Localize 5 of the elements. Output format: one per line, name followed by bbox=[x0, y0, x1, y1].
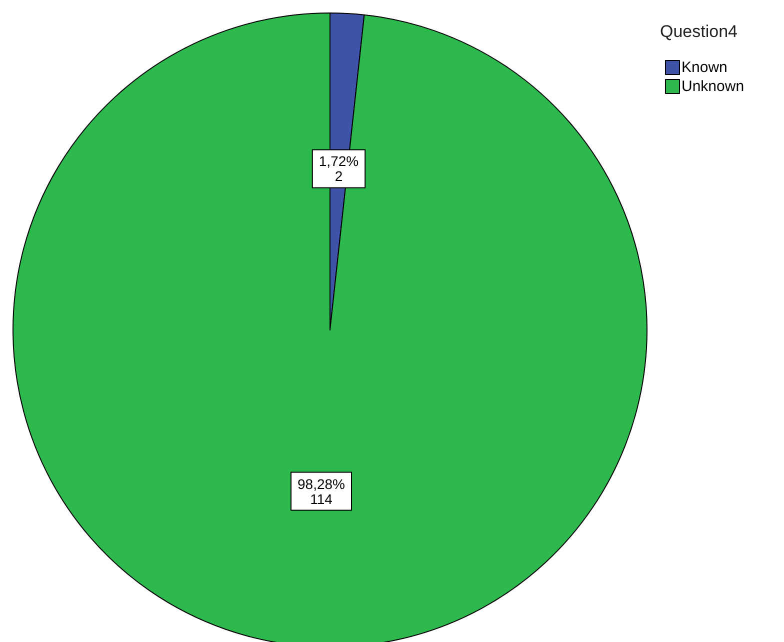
legend-title: Question4 bbox=[660, 22, 738, 41]
data-label: 98,28% 114 bbox=[298, 476, 345, 507]
legend-label: Unknown bbox=[682, 78, 744, 95]
data-label: 1,72% 2 bbox=[318, 153, 359, 184]
legend-label: Known bbox=[682, 59, 728, 76]
